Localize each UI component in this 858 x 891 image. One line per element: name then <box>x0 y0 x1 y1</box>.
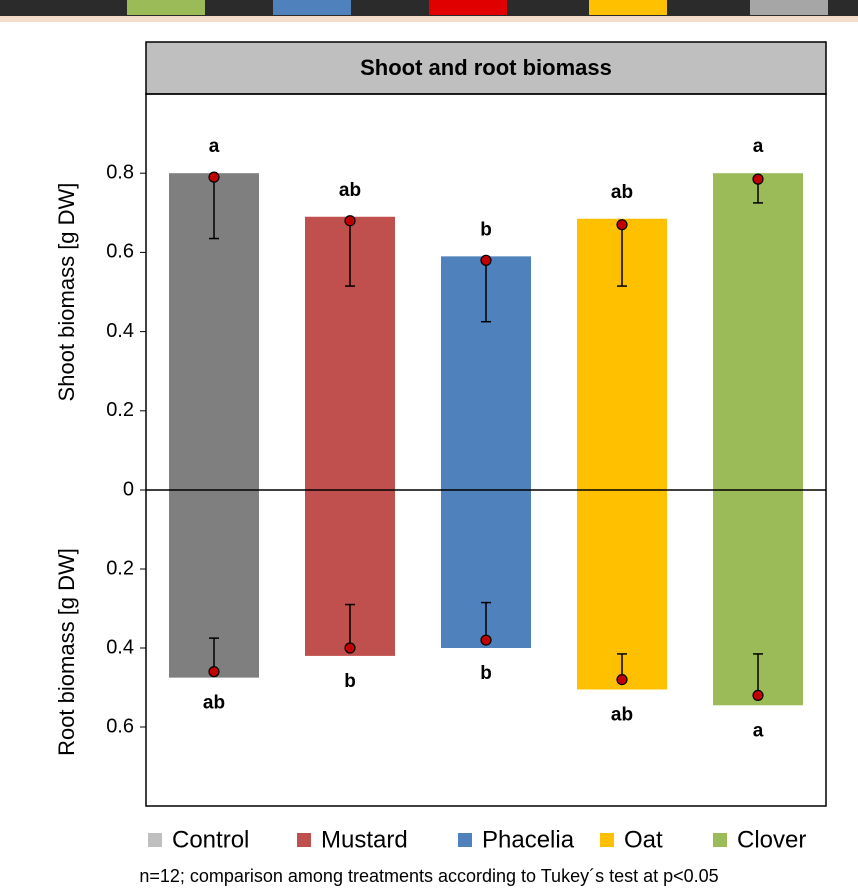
legend-swatch <box>148 833 162 847</box>
mean-point <box>209 667 219 677</box>
banner-swatch <box>429 0 507 15</box>
significance-letter: a <box>753 720 764 741</box>
y-axis-label: Shoot biomass [g DW] <box>54 183 79 402</box>
chart-title: Shoot and root biomass <box>360 55 612 80</box>
legend-swatch <box>713 833 727 847</box>
mean-point <box>209 172 219 182</box>
significance-letter: ab <box>611 182 633 203</box>
legend-label: Control <box>172 826 249 853</box>
y-tick-label: 0.6 <box>106 715 134 737</box>
significance-letter: a <box>209 136 220 157</box>
y-tick-label: 0.6 <box>106 241 134 263</box>
banner-swatch <box>589 0 667 15</box>
mean-point <box>617 675 627 685</box>
page: Shoot and root biomass n=12; comparison … <box>0 0 858 891</box>
mean-point <box>753 174 763 184</box>
mean-point <box>753 690 763 700</box>
significance-letter: b <box>480 219 492 240</box>
legend-swatch <box>297 833 311 847</box>
legend-swatch <box>600 833 614 847</box>
mean-point <box>345 216 355 226</box>
bar <box>713 173 803 490</box>
legend-swatch <box>458 833 472 847</box>
significance-letter: b <box>344 671 356 692</box>
significance-letter: ab <box>611 704 633 725</box>
y-tick-label: 0.4 <box>106 320 134 342</box>
mean-point <box>345 643 355 653</box>
y-tick-label: 0.8 <box>106 161 134 183</box>
significance-letter: ab <box>339 180 361 201</box>
banner-swatch <box>127 0 205 15</box>
legend-label: Clover <box>737 826 806 853</box>
y-tick-label: 0 <box>123 478 134 500</box>
mean-point <box>481 255 491 265</box>
y-tick-label: 0.2 <box>106 557 134 579</box>
banner-swatch <box>273 0 351 15</box>
legend-label: Mustard <box>321 826 408 853</box>
banner-edge <box>0 16 858 22</box>
mean-point <box>617 220 627 230</box>
mean-point <box>481 635 491 645</box>
legend-label: Oat <box>624 826 663 853</box>
legend-label: Phacelia <box>482 826 575 853</box>
chart: Shoot and root biomass n=12; comparison … <box>0 0 858 891</box>
footnote: n=12; comparison among treatments accord… <box>139 866 718 886</box>
banner-swatch <box>750 0 828 15</box>
significance-letter: ab <box>203 693 225 714</box>
y-tick-label: 0.2 <box>106 399 134 421</box>
y-tick-label: 0.4 <box>106 636 134 658</box>
significance-letter: a <box>753 136 764 157</box>
y-axis-label: Root biomass [g DW] <box>54 548 79 756</box>
significance-letter: b <box>480 663 492 684</box>
